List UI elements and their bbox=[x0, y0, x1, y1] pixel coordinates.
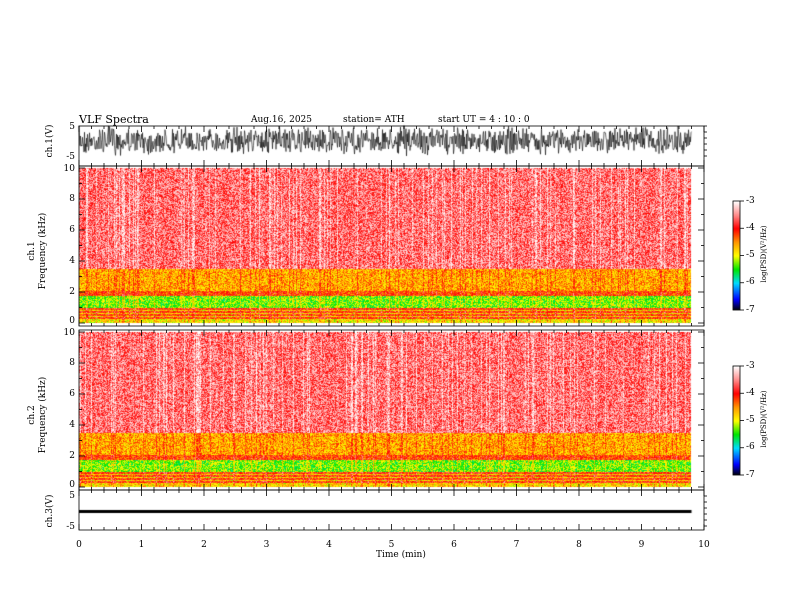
colorbar-tick-label: -7 bbox=[746, 469, 755, 480]
ch3-ylabel: ch.3(V) bbox=[45, 494, 55, 528]
start-time-label: start UT = 4 : 10 : 0 bbox=[438, 115, 530, 125]
colorbar-tick-label: -5 bbox=[746, 415, 755, 425]
x-tick-label: 1 bbox=[138, 539, 145, 550]
y-tick-label: 0 bbox=[69, 480, 75, 490]
y-tick-label: 10 bbox=[63, 328, 75, 338]
x-tick-label: 6 bbox=[451, 539, 457, 550]
colorbar-tick-label: -6 bbox=[746, 442, 755, 453]
freq-label: Frequency (kHz) bbox=[38, 212, 48, 290]
x-tick-label: 8 bbox=[576, 539, 582, 550]
y-tick-label: 10 bbox=[63, 164, 75, 174]
y-tick-label: 0 bbox=[69, 316, 75, 326]
date-label: Aug.16, 2025 bbox=[251, 115, 312, 125]
colorbar-tick-label: -3 bbox=[746, 360, 755, 371]
x-tick-label: 7 bbox=[513, 539, 520, 550]
ch1-ylabel: ch.1(V) bbox=[45, 124, 55, 158]
colorbar-tick-label: -3 bbox=[746, 195, 755, 206]
ch2-spec-ylabel: ch.2 Frequency (kHz) bbox=[27, 375, 49, 455]
colorbar-tick-label: -4 bbox=[746, 387, 755, 398]
colorbar-tick-label: -7 bbox=[746, 304, 755, 315]
y-tick-label: 5 bbox=[69, 121, 75, 132]
x-tick-label: 10 bbox=[698, 539, 710, 550]
panel-frame-1 bbox=[78, 165, 705, 327]
ch2-label: ch.2 bbox=[27, 405, 37, 425]
x-tick-label: 3 bbox=[263, 539, 270, 550]
x-axis-label: Time (min) bbox=[376, 550, 426, 560]
y-tick-label: 6 bbox=[69, 224, 75, 235]
y-tick-label: 5 bbox=[69, 490, 75, 501]
colorbar-tick-label: -5 bbox=[746, 250, 755, 260]
colorbar1-label: log(PSD)(V²/Hz) bbox=[760, 225, 768, 283]
ch1-label: ch.1 bbox=[27, 241, 37, 261]
panel-frame-2 bbox=[78, 329, 705, 491]
y-tick-label: 8 bbox=[69, 193, 75, 204]
colorbar-tick-label: -6 bbox=[746, 277, 755, 288]
y-tick-label: 4 bbox=[69, 419, 75, 430]
colorbar2-label: log(PSD)(V²/Hz) bbox=[760, 390, 768, 448]
x-tick-label: 9 bbox=[638, 539, 645, 550]
y-tick-label: 2 bbox=[69, 286, 75, 297]
y-tick-label: 4 bbox=[69, 255, 75, 266]
x-tick-label: 5 bbox=[388, 539, 395, 550]
y-tick-label: -5 bbox=[66, 151, 75, 162]
x-tick-label: 0 bbox=[76, 539, 82, 550]
freq-label: Frequency (kHz) bbox=[38, 376, 48, 454]
colorbar-1 bbox=[732, 200, 741, 311]
station-label: station= ATH bbox=[343, 115, 405, 125]
y-tick-label: 6 bbox=[69, 388, 75, 399]
x-tick-label: 4 bbox=[326, 539, 332, 550]
y-tick-label: -5 bbox=[66, 521, 75, 532]
colorbar-tick-label: -4 bbox=[746, 222, 755, 233]
figure-title: VLF Spectra bbox=[79, 113, 149, 126]
ch1-spec-ylabel: ch.1 Frequency (kHz) bbox=[27, 211, 49, 291]
x-tick-label: 2 bbox=[201, 539, 207, 550]
y-tick-label: 2 bbox=[69, 450, 75, 461]
y-tick-label: 8 bbox=[69, 357, 75, 368]
colorbar-2 bbox=[732, 365, 741, 476]
